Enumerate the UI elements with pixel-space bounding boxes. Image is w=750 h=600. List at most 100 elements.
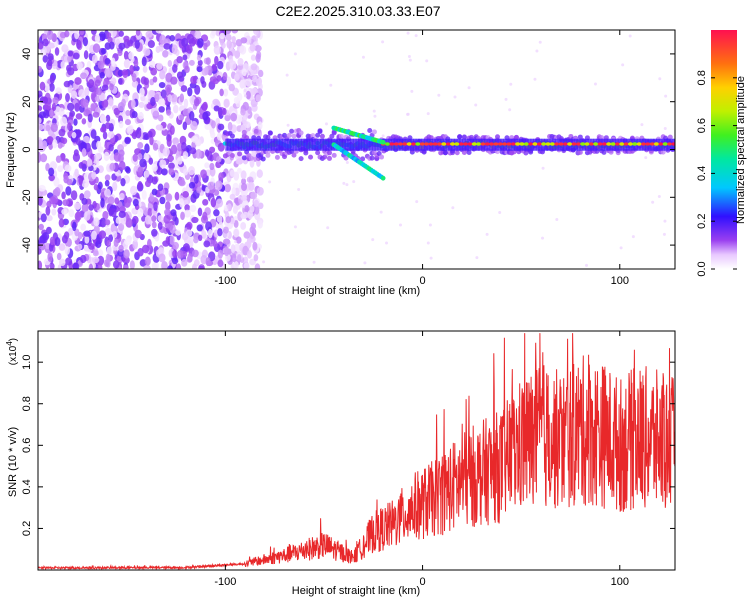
heatmap-noise-cell (63, 175, 69, 184)
snr-x-ticks: -100 0 100 (214, 331, 629, 588)
heatmap-noise-cell (216, 132, 222, 141)
heatmap-noise-cell (139, 158, 147, 168)
heatmap-noise-cell (245, 78, 253, 87)
heatmap-noise-cell (67, 50, 74, 57)
heatmap-signal-cell (608, 149, 614, 155)
heatmap-noise-cell (49, 236, 55, 246)
heatmap-signal-cell (291, 152, 297, 158)
heatmap-noise-cell (250, 191, 258, 200)
heatmap-peak-cell (406, 142, 412, 146)
heatmap-signal-cell (241, 129, 247, 135)
heatmap-noise-cell (161, 260, 168, 269)
heatmap-peak-cell (610, 142, 616, 146)
heatmap-noise-cell (148, 157, 154, 165)
heatmap-noise-cell (187, 87, 193, 97)
heatmap-noise-cell (73, 118, 78, 126)
heatmap-peak-cell (576, 142, 581, 146)
heatmap-signal-cell (364, 138, 367, 151)
heatmap-noise-cell (121, 69, 129, 76)
heatmap-noise-cell (165, 109, 172, 116)
heatmap-noise-cell (186, 255, 193, 263)
heatmap-noise-cell (68, 209, 75, 218)
heatmap-peak-cell (653, 142, 659, 146)
heatmap-noise-cell (329, 83, 333, 87)
heatmap-noise-cell (72, 152, 81, 163)
heatmap-noise-cell (253, 199, 260, 208)
heatmap-noise-cell (193, 97, 200, 107)
heatmap-signal-cell (468, 134, 474, 140)
heatmap-noise-cell (38, 105, 43, 112)
heatmap-noise-cell (176, 55, 183, 64)
heatmap-noise-cell (398, 223, 402, 227)
heatmap-noise-cell (297, 188, 301, 192)
heatmap-peak-cell (632, 142, 638, 146)
heatmap-y-tick-label: 40 (21, 48, 33, 60)
heatmap-signal-cell (298, 156, 304, 162)
heatmap-noise-cell (91, 230, 97, 240)
heatmap-noise-cell (131, 207, 137, 215)
heatmap-signal-cell (298, 130, 304, 136)
heatmap-signal-cell (233, 138, 236, 151)
heatmap-noise-cell (65, 257, 73, 266)
snr-x-label: Height of straight line (km) (292, 585, 420, 597)
heatmap-noise-cell (179, 198, 185, 208)
heatmap-signal-cell (245, 138, 249, 151)
heatmap-noise-cell (185, 44, 193, 54)
heatmap-signal-cell (577, 134, 583, 140)
heatmap-noise-cell (216, 75, 222, 82)
heatmap-noise-cell (345, 183, 349, 187)
heatmap-noise-cell (42, 55, 48, 63)
heatmap-noise-cell (178, 75, 185, 82)
heatmap-signal-cell (274, 154, 280, 160)
heatmap-signal-cell (372, 138, 375, 151)
heatmap-noise-cell (342, 181, 346, 185)
heatmap-noise-cell (233, 261, 239, 269)
heatmap-noise-cell (222, 107, 227, 116)
heatmap-noise-cell (268, 180, 272, 184)
heatmap-noise-cell (59, 107, 65, 117)
heatmap-x-tick-label: 100 (611, 275, 629, 287)
heatmap-noise-cell (125, 166, 131, 174)
heatmap-noise-cell (104, 174, 111, 181)
heatmap-noise-cell (286, 123, 290, 127)
heatmap-noise-cell (88, 242, 95, 250)
heatmap-noise-cell (176, 263, 182, 269)
heatmap-signal-cell (253, 128, 259, 134)
heatmap-noise-cell (42, 38, 49, 47)
heatmap-noise-cell (151, 176, 158, 185)
heatmap-noise-cell (149, 135, 154, 146)
heatmap-noise-cell (241, 68, 247, 77)
heatmap-noise-cell (662, 232, 666, 236)
heatmap-signal-cell (318, 138, 321, 151)
heatmap-noise-cell (74, 211, 82, 221)
heatmap-noise-cell (118, 244, 124, 252)
heatmap-signal-cell (297, 138, 301, 151)
heatmap-signal-cell (267, 138, 271, 151)
heatmap-peak-cell (480, 142, 486, 146)
heatmap-noise-cell (235, 158, 243, 165)
heatmap-signal-cell (260, 156, 266, 162)
heatmap-noise-cell (164, 209, 170, 216)
heatmap-noise-cell (117, 50, 123, 57)
heatmap-noise-cell (182, 54, 188, 61)
heatmap-noise-cell (243, 256, 249, 264)
heatmap-branch-cell (380, 175, 386, 181)
heatmap-noise-cell (78, 162, 84, 169)
heatmap-noise-cell (169, 34, 176, 42)
heatmap-noise-cell (257, 220, 263, 229)
heatmap-noise-cell (151, 215, 157, 223)
heatmap-noise-cell (242, 101, 249, 111)
heatmap-noise-cell (104, 227, 113, 236)
heatmap-signal-cell (316, 138, 320, 151)
heatmap-noise-cell (104, 57, 111, 65)
heatmap-noise-cell (240, 222, 247, 230)
heatmap-noise-cell (49, 82, 55, 92)
heatmap-signal-cell (365, 138, 369, 151)
heatmap-noise-cell (205, 57, 211, 65)
heatmap-noise-cell (234, 73, 240, 82)
heatmap-peak-cell (580, 142, 586, 146)
heatmap-noise-cell (224, 183, 232, 193)
heatmap-noise-cell (159, 69, 166, 80)
heatmap-signal-cell (322, 154, 328, 160)
heatmap-noise-cell (155, 45, 161, 54)
